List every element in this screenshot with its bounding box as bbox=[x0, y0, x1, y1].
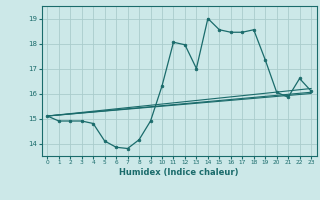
X-axis label: Humidex (Indice chaleur): Humidex (Indice chaleur) bbox=[119, 168, 239, 177]
